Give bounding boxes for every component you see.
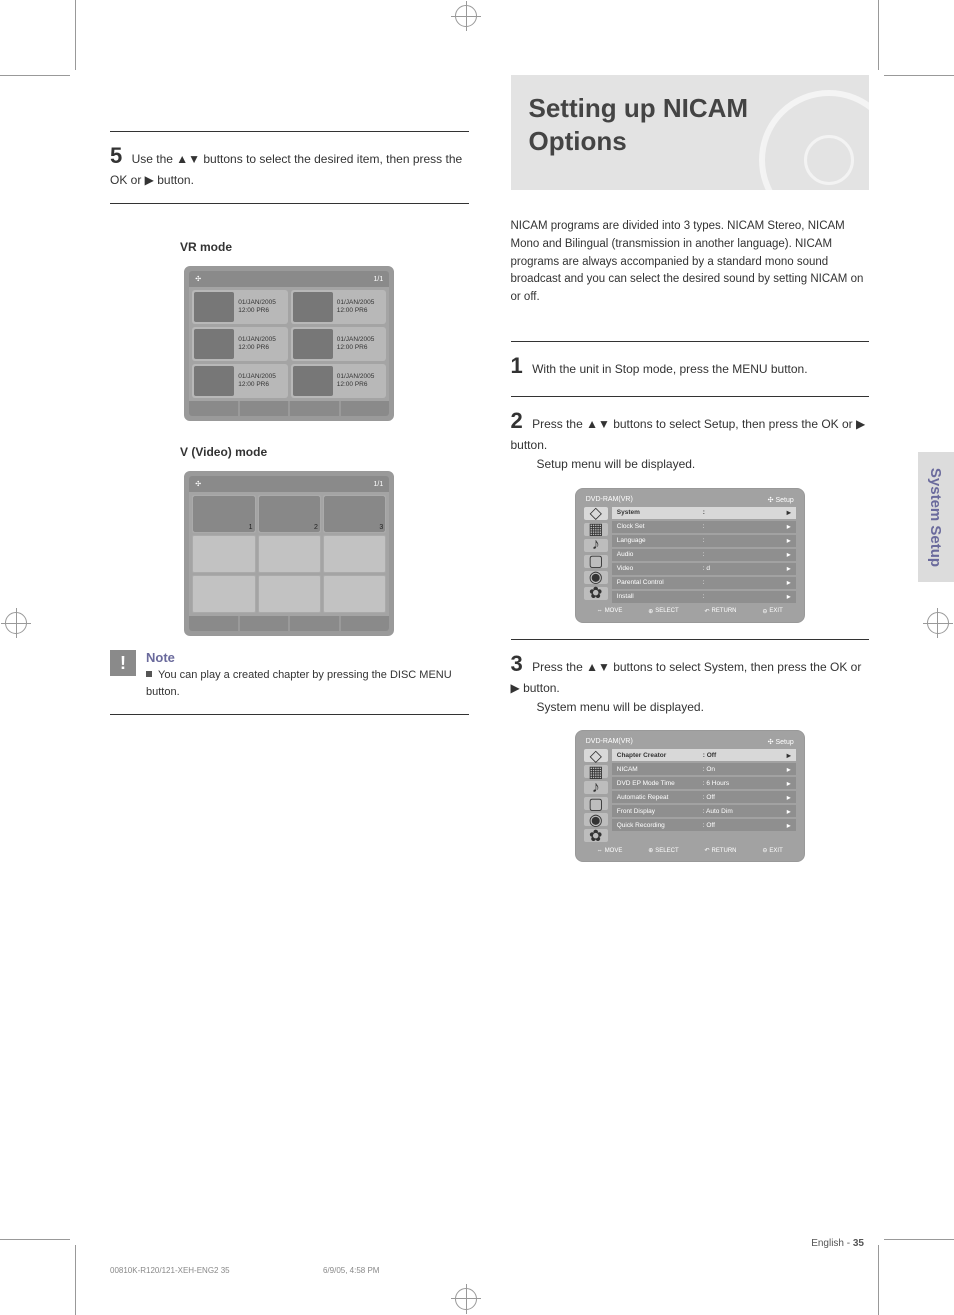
gear-icon: ✣	[195, 480, 201, 488]
move-hint: ⇔ MOVE	[597, 608, 623, 614]
menu-row: Clock Set: ▸	[612, 521, 796, 533]
note-text: You can play a created chapter by pressi…	[146, 669, 452, 698]
menu-row: DVD EP Mode Time: 6 Hours▸	[612, 777, 796, 789]
title-cell: 01/JAN/200512:00 PR6	[291, 364, 387, 398]
title-cell: 1	[192, 495, 255, 533]
photo-icon: ▢	[584, 555, 608, 568]
side-icon: ◇	[584, 749, 608, 762]
film-icon: ▦	[584, 523, 608, 536]
step3-post: System menu will be displayed.	[537, 699, 870, 716]
title-cell: 01/JAN/200512:00 PR6	[192, 364, 288, 398]
title-cell: 01/JAN/200512:00 PR6	[192, 290, 288, 324]
side-icon: ◇	[584, 507, 608, 520]
title-cell: 01/JAN/200512:00 PR6	[291, 327, 387, 361]
move-hint: ⇔ MOVE	[597, 848, 623, 854]
menu-row: System: ▸	[612, 507, 796, 519]
step2-post: Setup menu will be displayed.	[537, 456, 870, 473]
menu-row: Language: ▸	[612, 535, 796, 547]
title-cell: 2	[258, 495, 321, 533]
title-cell: 01/JAN/200512:00 PR6	[192, 327, 288, 361]
gear-icon: ✣	[195, 275, 201, 283]
menu-row: Video: d▸	[612, 563, 796, 575]
return-hint: ↶ RETURN	[704, 847, 736, 854]
step3-text: Press the ▲▼ buttons to select System, t…	[511, 660, 862, 695]
film-icon: ▦	[584, 765, 608, 778]
menu-row: Front Display: Auto Dim▸	[612, 805, 796, 817]
disc-icon: ◉	[584, 813, 608, 826]
title-cell: 3	[323, 495, 386, 533]
setup-menu-screenshot: DVD-RAM(VR) ✣ Setup ◇ ▦ ♪ ▢ ◉ ✿ System: …	[575, 488, 805, 623]
music-icon: ♪	[584, 781, 608, 794]
menu-row: Automatic Repeat: Off▸	[612, 791, 796, 803]
step2-text: Press the ▲▼ buttons to select Setup, th…	[511, 417, 866, 452]
title-cell: 01/JAN/200512:00 PR6	[291, 290, 387, 324]
step-number: 1	[511, 350, 523, 382]
note-icon: !	[110, 650, 136, 676]
photo-icon: ▢	[584, 797, 608, 810]
running-timestamp: 6/9/05, 4:58 PM	[323, 1266, 379, 1275]
intro-paragraph: NICAM programs are divided into 3 types.…	[511, 218, 870, 307]
title-cell-empty	[323, 535, 386, 573]
select-hint: ⊕ SELECT	[648, 608, 678, 615]
gear-icon: ✿	[584, 587, 608, 600]
system-menu-screenshot: DVD-RAM(VR) ✣ Setup ◇ ▦ ♪ ▢ ◉ ✿ Chapter …	[575, 730, 805, 862]
menu-row: Chapter Creator: Off▸	[612, 749, 796, 761]
v-mode-label: V (Video) mode	[180, 445, 469, 459]
title-cell-empty	[192, 575, 255, 613]
left-column: 5 Use the ▲▼ buttons to select the desir…	[110, 75, 469, 862]
vr-mode-screenshot: ✣ 1/1 01/JAN/200512:00 PR6 01/JAN/200512…	[184, 266, 394, 421]
menu-row: Install: ▸	[612, 591, 796, 603]
section-title: Setting up NICAM Options	[511, 75, 870, 190]
exit-hint: ⊖ EXIT	[762, 847, 782, 854]
title-cell-empty	[258, 535, 321, 573]
step-number: 5	[110, 140, 122, 172]
v-mode-screenshot: ✣ 1/1 1 2 3	[184, 471, 394, 636]
page-footer: English - 35	[811, 1238, 864, 1249]
title-cell-empty	[192, 535, 255, 573]
menu-row: Quick Recording: Off▸	[612, 819, 796, 831]
title-cell-empty	[323, 575, 386, 613]
vr-mode-label: VR mode	[180, 240, 469, 254]
step-number: 2	[511, 405, 523, 437]
disc-icon: ◉	[584, 571, 608, 584]
step1-text: With the unit in Stop mode, press the ME…	[532, 362, 807, 376]
bullet-icon	[146, 671, 152, 677]
note-heading: Note	[146, 650, 469, 665]
menu-row: Audio: ▸	[612, 549, 796, 561]
menu-row: NICAM: On▸	[612, 763, 796, 775]
step5-text: Use the ▲▼ buttons to select the desired…	[110, 152, 462, 187]
title-cell-empty	[258, 575, 321, 613]
select-hint: ⊕ SELECT	[648, 847, 678, 854]
menu-row: Parental Control: ▸	[612, 577, 796, 589]
right-column: Setting up NICAM Options NICAM programs …	[511, 75, 870, 862]
running-footer: 00810K-R120/121-XEH-ENG2 35	[110, 1266, 230, 1275]
exit-hint: ⊖ EXIT	[762, 608, 782, 615]
music-icon: ♪	[584, 539, 608, 552]
page-indicator: 1/1	[374, 276, 384, 283]
gear-icon: ✿	[584, 829, 608, 842]
step-number: 3	[511, 648, 523, 680]
return-hint: ↶ RETURN	[704, 608, 736, 615]
page-indicator: 1/1	[374, 481, 384, 488]
